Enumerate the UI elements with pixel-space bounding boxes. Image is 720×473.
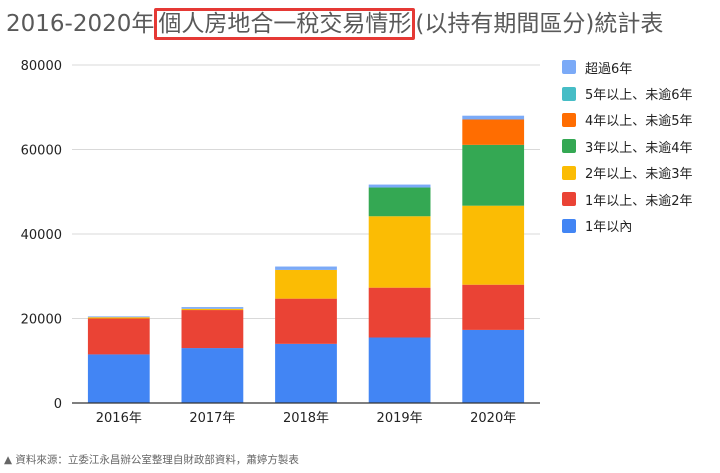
chart-legend: 超過6年 5年以上、未逾6年 4年以上、未逾5年 3年以上、未逾4年 2年以上、未逾3年… — [562, 54, 718, 239]
legend-swatch — [562, 165, 576, 180]
bar-segment — [181, 308, 244, 311]
legend-label: 4年以上、未逾5年 — [585, 114, 693, 130]
legend-label: 3年以上、未逾4年 — [585, 140, 693, 156]
bar-segment — [368, 187, 431, 217]
legend-label: 2年以上、未逾3年 — [585, 167, 693, 183]
legend-label: 1年以上、未逾2年 — [585, 193, 693, 209]
bar-segment — [462, 329, 525, 403]
legend-item: 1年以上、未逾2年 — [562, 186, 718, 212]
legend-swatch — [562, 60, 576, 75]
bar-segment — [181, 307, 244, 309]
y-tick-label: 20000 — [21, 313, 62, 328]
bar-segment — [87, 317, 150, 319]
legend-swatch — [562, 139, 576, 154]
legend-swatch — [562, 218, 576, 233]
bar-segment — [275, 343, 337, 403]
bar-segment — [368, 337, 431, 403]
legend-item: 5年以上、未逾6年 — [562, 80, 718, 106]
bar-segment — [87, 316, 150, 318]
chart-title: 2016-2020年 個人房地合一稅交易情形 (以持有期間區分)統計表 — [6, 4, 664, 40]
y-tick-label: 60000 — [21, 144, 62, 159]
source-note: ▲ 資料來源：立委江永昌辦公室整理自財政部資料，蕭婷方製表 — [4, 454, 299, 466]
legend-swatch — [562, 112, 576, 127]
y-tick-label: 40000 — [21, 228, 62, 243]
bar-segment — [462, 144, 525, 206]
bar-segment — [275, 266, 337, 270]
x-tick-label: 2017年 — [189, 411, 235, 426]
bar-segment — [368, 216, 431, 288]
bar-segment — [87, 318, 150, 355]
bar-segment — [181, 310, 244, 349]
x-tick-label: 2018年 — [283, 411, 329, 426]
chart-title-highlight: 個人房地合一稅交易情形 — [154, 8, 416, 40]
bar-segment — [87, 354, 150, 403]
legend-item: 3年以上、未逾4年 — [562, 133, 718, 159]
bar-segment — [368, 287, 431, 338]
x-tick-label: 2016年 — [96, 411, 142, 426]
legend-label: 1年以內 — [585, 220, 633, 236]
legend-item: 4年以上、未逾5年 — [562, 107, 718, 133]
legend-item: 超過6年 — [562, 54, 718, 80]
x-tick-label: 2020年 — [470, 411, 516, 426]
bar-segment — [275, 269, 337, 299]
bar-segment — [462, 115, 525, 120]
chart-title-suffix: (以持有期間區分)統計表 — [415, 11, 664, 37]
bar-segment — [462, 119, 525, 145]
bar-segment — [368, 184, 431, 188]
bar-segment — [462, 205, 525, 285]
legend-label: 5年以上、未逾6年 — [585, 88, 693, 104]
bar-segment — [462, 284, 525, 330]
legend-swatch — [562, 192, 576, 207]
y-tick-label: 0 — [54, 397, 62, 412]
legend-item: 1年以內 — [562, 212, 718, 238]
y-tick-label: 80000 — [21, 59, 62, 74]
chart-title-prefix: 2016-2020年 — [6, 11, 155, 37]
legend-item: 2年以上、未逾3年 — [562, 160, 718, 186]
legend-label: 超過6年 — [585, 61, 633, 77]
x-tick-label: 2019年 — [377, 411, 423, 426]
bar-segment — [275, 298, 337, 344]
bar-segment — [181, 348, 244, 403]
legend-swatch — [562, 86, 576, 101]
